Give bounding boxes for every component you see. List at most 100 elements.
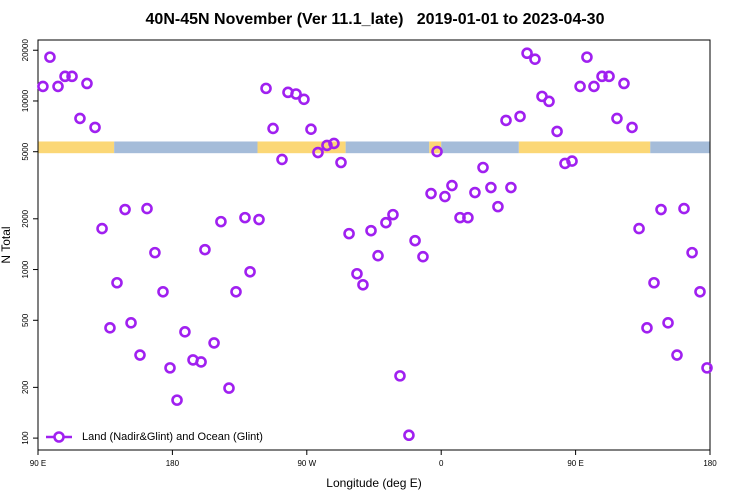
legend-marker [53,431,65,443]
data-point [641,322,653,334]
data-point [149,246,161,259]
data-point [52,80,64,93]
y-tick-label: 200 [21,380,30,394]
data-point [104,322,116,334]
data-point [276,153,288,166]
data-point [581,51,593,63]
chart-title: 40N-45N November (Ver 11.1_late) 2019-01… [146,11,605,28]
data-point [446,179,458,192]
x-tick-label: 90 W [297,459,316,468]
y-tick-label: 100 [21,431,30,445]
data-point [403,429,415,442]
data-point [312,146,324,159]
data-point [485,181,497,194]
data-point [425,187,437,200]
data-point [409,234,421,247]
data-point [267,122,279,135]
data-point [492,200,504,213]
data-point [394,370,406,382]
data-point [500,114,512,127]
data-point [514,110,526,123]
surface-band [114,141,258,154]
data-point [195,356,207,368]
data-point [686,246,698,259]
data-point [298,93,310,106]
y-axis-label: N Total [0,226,13,263]
y-tick-label: 500 [21,313,30,327]
data-point [290,88,302,100]
data-point [505,181,517,194]
data-point [671,349,683,361]
x-axis-label: Longitude (deg E) [326,476,421,490]
data-point [701,362,713,374]
data-point [125,317,137,329]
surface-band [257,141,346,154]
data-point [44,51,56,63]
data-point [157,285,169,298]
data-point [387,208,399,221]
x-tick-label: 180 [703,459,717,468]
y-tick-label: 5000 [21,142,30,160]
data-point [208,337,220,349]
data-point [633,222,645,235]
data-point [439,190,451,203]
data-point [141,202,153,215]
surface-band [518,141,651,154]
data-point [588,80,600,93]
data-point [529,53,541,65]
data-point [372,249,384,262]
data-point [521,47,533,60]
data-point [89,121,101,134]
data-point [134,349,146,361]
data-point [215,215,227,228]
data-point [618,77,630,90]
data-point [305,123,317,136]
data-point [365,224,377,237]
data-point [574,80,586,93]
data-point [694,285,706,298]
data-point [417,250,429,263]
data-point [543,95,555,108]
data-point [171,394,183,406]
data-point [81,77,93,90]
data-point [74,112,86,125]
data-point [551,125,563,138]
data-point [477,161,489,174]
data-point [357,278,369,291]
data-point [431,145,443,158]
data-point [111,276,123,289]
x-tick-label: 180 [166,459,180,468]
data-point [260,82,272,95]
y-tick-label: 1000 [21,260,30,278]
surface-band [345,141,430,154]
data-point [66,70,78,83]
legend-label: Land (Nadir&Glint) and Ocean (Glint) [82,431,263,443]
data-point [611,112,623,125]
x-tick-label: 90 E [567,459,583,468]
data-point [164,362,176,374]
data-point [603,70,615,83]
data-point [37,80,49,93]
data-point [351,267,363,280]
data-point [328,137,340,150]
data-point [223,382,235,394]
plot-frame [37,39,711,451]
y-tick-label: 20000 [21,39,30,62]
data-point [343,227,355,240]
data-point [662,317,674,329]
y-tick-label: 2000 [21,209,30,227]
data-point [199,243,211,256]
data-point [566,155,578,167]
surface-band [38,141,115,154]
data-point [596,70,608,83]
data-point [335,156,347,169]
x-tick-label: 0 [439,459,444,468]
data-point [678,202,690,215]
y-tick-label: 10000 [21,89,30,112]
data-point [655,203,667,216]
x-tick-label: 90 E [30,459,46,468]
data-point [380,216,392,229]
data-point [626,121,638,134]
data-point [230,285,242,298]
